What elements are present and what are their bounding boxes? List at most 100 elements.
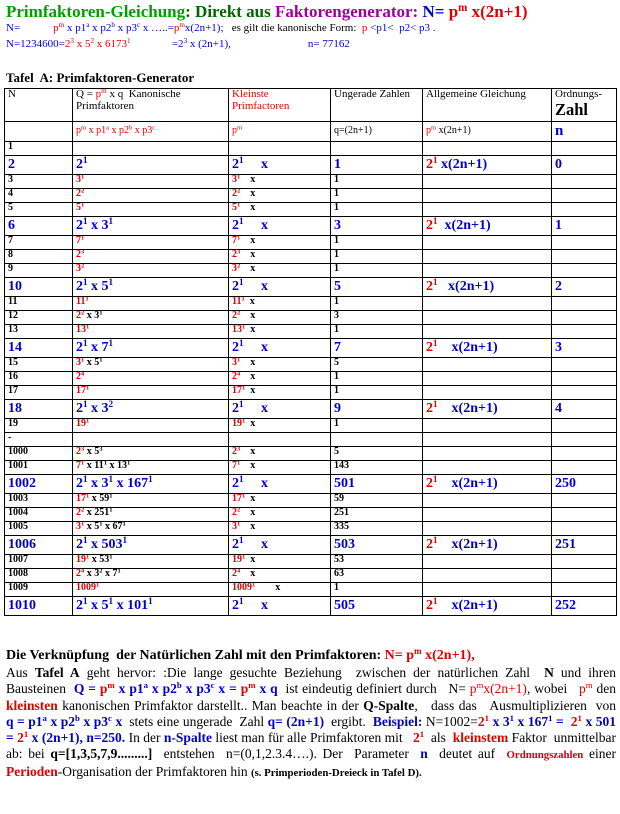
table-cell [551,141,617,156]
text-run: x(2n+1) [437,400,498,416]
text-run: x 167 [514,713,549,729]
table-cell: 5 [4,202,73,217]
text-run: 2 [76,217,83,233]
table-cell: 23 [72,249,229,264]
text-run: 1 [86,418,90,425]
text-run: x 5 [84,446,100,457]
text-run: x 503 [87,536,123,552]
paragraph: Aus Tafel A geht hervor: :Die lange gesu… [6,665,616,781]
text-run: 59 [334,493,344,504]
table-row: 1 [4,141,617,156]
text-run: 2 [412,730,420,746]
text-run: 4 [237,371,241,378]
text-run: x q Kanonische Primfaktoren [76,88,184,112]
text-run: 0 [555,156,562,172]
text-run: x 7 [102,568,118,579]
table-cell [551,432,617,447]
text-run: x [240,235,256,246]
text-run: x 13 [106,460,127,471]
text-run: 1 [108,338,114,348]
text-run: 2 [76,597,83,613]
table-cell: 22 [72,188,229,203]
example-line: N=1234600=23 x 52 x 61731 =23 x (2n+1), … [6,38,350,50]
text-run: p [240,681,249,697]
text-run: 4 [8,188,13,199]
table-cell: 1 [330,174,423,189]
table-cell: 22 x 2511 [72,507,229,522]
text-run: 17 [76,493,86,504]
text-run: 1 [239,535,244,545]
text-run: n=(0,1,2.3.4….). [225,746,317,762]
text-run: 10 [8,278,22,294]
text-run: 1 [239,155,244,165]
text-run: 1 [83,399,88,409]
table-cell [228,141,331,156]
text-run: 2 [426,339,433,355]
text-run: x [243,536,269,552]
text-run: 3 [76,357,81,368]
table-cell: 252 [551,596,617,616]
text-run: 7 [334,339,341,355]
text-run: 3 [334,217,341,233]
table-cell [422,188,552,203]
text-run: 4 [81,568,85,575]
table-cell: 1 [4,141,73,156]
text-run: 1 [237,202,241,209]
text-run: 2 [426,597,433,613]
text-run: 3 [76,174,81,185]
text-run: x p3 [132,125,153,137]
text-run: x [240,460,256,471]
text-run: 1 [86,324,90,331]
text-run: 18 [8,400,22,416]
text-run: 3 [76,521,81,532]
table-cell [551,460,617,475]
table-cell: Allgemeine Gleichung [422,88,552,122]
text-run: Q = [73,681,100,697]
text-run: 2 [237,263,241,270]
text-run: 15 [8,357,18,368]
text-run: 3 [334,310,339,321]
text-run: m [414,646,422,656]
text-run: 2 [232,188,237,199]
text-run: x(2n+1) [437,278,495,294]
text-run: Allgemeine Gleichung [426,88,526,100]
text-run: 1 [577,713,582,724]
text-run: 1 [86,493,90,500]
text-run: 1 [242,418,246,425]
text-run: 1 [83,216,88,226]
table-cell: 21 x(2n+1) [422,155,552,175]
text-run: 17 [76,385,86,396]
text-run: Die Verknüpfung der Natürlichen Zahl mit… [6,648,385,663]
table-cell: 21 x 32 [72,399,229,419]
table-cell [551,582,617,597]
table-cell: 1010 [4,596,73,616]
text-run: 2 [232,536,239,552]
text-run: 2 [555,278,562,294]
text-run: q=[1,3,5,7,9.........] [50,746,153,762]
table-cell: 21 x(2n+1) [422,338,552,358]
text-run: 1 [555,217,562,233]
table-cell: 1003 [4,493,73,508]
table-cell [4,121,73,142]
table-cell: 51 x [228,202,331,217]
text-run: N= [6,22,21,34]
table-cell: 21 x [228,474,331,494]
text-run: 503 [334,536,355,552]
text-run: x 67 [102,521,123,532]
table-cell [551,357,617,372]
text-run: p [76,125,81,137]
text-run: n-Spalte [163,730,212,746]
text-run: x(2n+1) [437,597,498,613]
text-run: n= 77162 [230,38,350,50]
table-cell [422,582,552,597]
text-run: 1 [237,235,241,242]
table-row: 1004 22 x 2511 22 x 251 [4,507,617,522]
table-cell [551,385,617,400]
text-run: 3 [237,446,241,453]
text-run: 1 [334,188,339,199]
text-run: p [173,22,180,34]
table-cell: 9 [330,399,423,419]
